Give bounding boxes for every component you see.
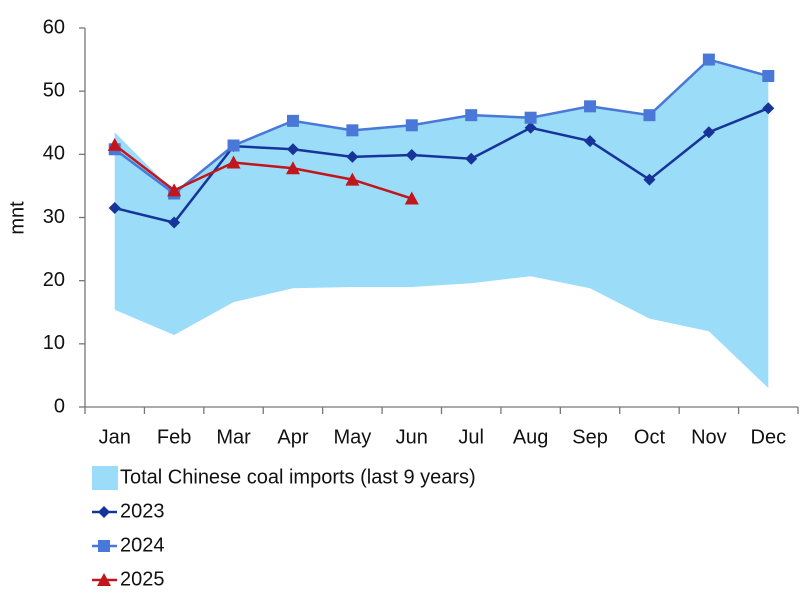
legend-label: 2025 — [120, 568, 165, 590]
marker — [405, 148, 418, 161]
y-tick-label: 60 — [43, 16, 65, 38]
legend-label: 2024 — [120, 534, 165, 556]
marker — [98, 540, 110, 552]
x-tick-label: Mar — [216, 426, 251, 448]
marker — [465, 109, 478, 122]
y-tick-label: 30 — [43, 206, 65, 228]
marker — [584, 100, 597, 113]
x-tick-label: Jul — [458, 426, 484, 448]
x-tick-label: Apr — [277, 426, 308, 448]
x-tick-label: Oct — [634, 426, 666, 448]
marker — [227, 139, 240, 152]
y-axis-label: mnt — [6, 201, 28, 235]
marker — [345, 172, 360, 186]
y-tick-label: 0 — [54, 395, 65, 417]
marker — [286, 143, 299, 156]
marker — [226, 155, 241, 169]
x-tick-label: Jun — [396, 426, 428, 448]
marker — [524, 121, 537, 134]
y-tick-label: 40 — [43, 143, 65, 165]
marker — [643, 173, 656, 186]
legend-label: Total Chinese coal imports (last 9 years… — [120, 466, 476, 488]
y-tick-label: 20 — [43, 269, 65, 291]
marker — [762, 70, 775, 83]
series-line — [113, 58, 769, 196]
y-tick-label: 10 — [43, 332, 65, 354]
x-tick-label: Sep — [572, 426, 608, 448]
marker — [405, 119, 418, 132]
marker — [286, 114, 299, 127]
marker — [404, 191, 419, 205]
x-tick-label: Aug — [513, 426, 549, 448]
range-band — [114, 59, 769, 389]
series-line — [114, 107, 769, 224]
y-tick-label: 50 — [43, 79, 65, 101]
legend-label: 2023 — [120, 500, 165, 522]
marker — [108, 202, 121, 215]
legend-swatch — [92, 466, 118, 490]
marker — [643, 109, 656, 122]
series-line — [113, 143, 413, 200]
x-tick-label: Nov — [691, 426, 727, 448]
marker — [465, 152, 478, 165]
marker — [762, 102, 775, 115]
marker — [584, 135, 597, 148]
x-tick-label: Feb — [157, 426, 191, 448]
marker — [167, 183, 182, 197]
x-tick-label: Dec — [751, 426, 787, 448]
marker — [285, 161, 300, 175]
marker — [346, 124, 359, 137]
marker — [702, 126, 715, 139]
x-tick-label: May — [333, 426, 371, 448]
marker — [168, 216, 181, 229]
marker — [346, 150, 359, 163]
marker — [107, 137, 122, 151]
marker — [702, 53, 715, 66]
marker — [524, 111, 537, 124]
x-tick-label: Jan — [99, 426, 131, 448]
marker — [97, 573, 111, 586]
marker — [98, 506, 110, 518]
